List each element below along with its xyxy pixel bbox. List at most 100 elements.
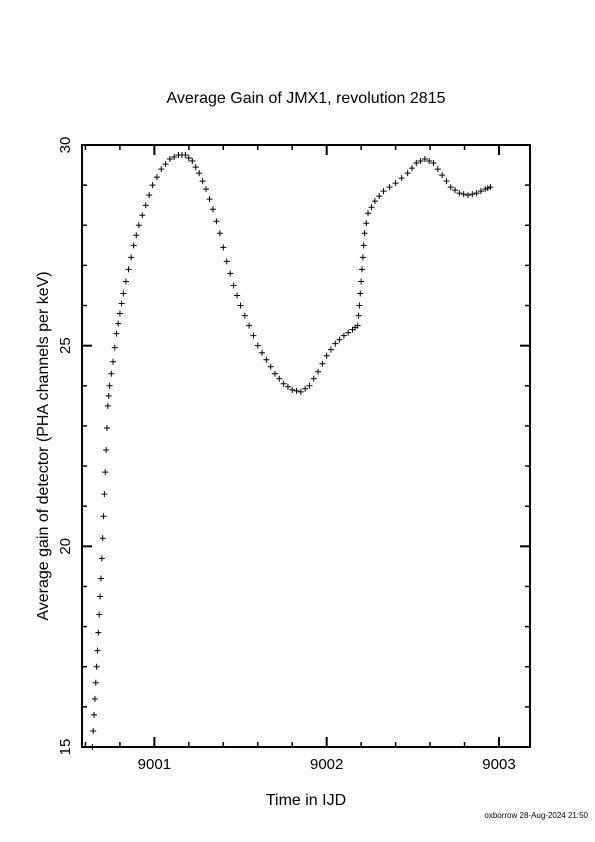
data-point [118, 300, 125, 307]
data-point [417, 158, 424, 165]
x-tick-label: 9003 [482, 756, 515, 773]
data-point [104, 402, 111, 409]
data-point [108, 370, 115, 377]
data-point [91, 695, 98, 702]
data-point [254, 342, 261, 349]
data-point [185, 155, 192, 162]
data-point [162, 161, 169, 168]
data-point [487, 184, 494, 191]
data-point [267, 363, 274, 370]
data-point [363, 220, 370, 227]
data-point [469, 191, 476, 198]
data-point [153, 174, 160, 181]
data-point [482, 186, 489, 193]
data-point [452, 187, 459, 194]
data-point [97, 575, 104, 582]
data-point [398, 175, 405, 182]
data-point [271, 370, 278, 377]
data-point [206, 196, 213, 203]
data-point [460, 191, 467, 198]
data-point [142, 202, 149, 209]
data-point [293, 387, 300, 394]
data-point [99, 535, 106, 542]
data-point [359, 254, 366, 261]
data-point [404, 170, 411, 177]
data-point [443, 178, 450, 185]
data-point [100, 513, 107, 520]
data-point [340, 332, 347, 339]
data-point [111, 344, 118, 351]
data-point [306, 382, 313, 389]
data-point [368, 204, 375, 211]
data-point [386, 184, 393, 191]
data-point [103, 424, 110, 431]
data-point [361, 230, 368, 237]
data-point [209, 206, 216, 213]
x-tick-label: 9001 [138, 756, 171, 773]
data-point [310, 375, 317, 382]
y-tick-label: 20 [57, 538, 74, 555]
data-point [447, 184, 454, 191]
data-point [106, 382, 113, 389]
data-point [484, 185, 491, 192]
data-point [97, 593, 104, 600]
y-axis-label: Average gain of detector (PHA channels p… [35, 271, 52, 620]
data-point [113, 330, 120, 337]
data-point [94, 647, 101, 654]
data-point [110, 358, 117, 365]
data-point [230, 282, 237, 289]
data-point [135, 222, 142, 229]
data-point [133, 232, 140, 239]
data-point [105, 392, 112, 399]
data-point [376, 193, 383, 200]
data-point [241, 312, 248, 319]
data-point [319, 360, 326, 367]
tick-labels: 9001 9002 9003 15 20 25 30 [57, 137, 516, 773]
data-point [365, 210, 372, 217]
data-point [102, 469, 109, 476]
data-point [189, 158, 196, 165]
data-point [171, 154, 178, 161]
data-point [101, 491, 108, 498]
data-point [357, 290, 364, 297]
data-point [128, 254, 135, 261]
y-tick-label: 25 [57, 337, 74, 354]
data-point [213, 218, 220, 225]
data-point [332, 340, 339, 347]
data-point [336, 336, 343, 343]
data-point [103, 447, 110, 454]
data-point [130, 242, 137, 249]
data-point [430, 160, 437, 167]
data-point [196, 170, 203, 177]
data-point [120, 290, 127, 297]
plot-frame [81, 144, 531, 748]
data-point [360, 242, 367, 249]
data-point [302, 385, 309, 392]
data-point [464, 192, 471, 199]
data-point [371, 198, 378, 205]
data-point [96, 611, 103, 618]
data-point [166, 156, 173, 163]
data-point [227, 270, 234, 277]
data-point [246, 322, 253, 329]
data-point [115, 320, 122, 327]
data-point [408, 165, 415, 172]
data-point [315, 368, 322, 375]
data-point [439, 172, 446, 179]
y-tick-label: 15 [57, 739, 74, 756]
data-point [263, 356, 270, 363]
data-point [354, 322, 361, 329]
data-point [116, 310, 123, 317]
data-point [359, 266, 365, 273]
data-point [92, 679, 99, 686]
data-point [90, 727, 97, 734]
data-point [122, 278, 129, 285]
data-point [355, 312, 362, 319]
chart-title: Average Gain of JMX1, revolution 2815 [167, 90, 446, 107]
data-point [199, 178, 206, 185]
data-point [289, 386, 296, 393]
data-point [192, 164, 199, 171]
data-point [158, 166, 165, 173]
x-tick-label: 9002 [310, 756, 343, 773]
